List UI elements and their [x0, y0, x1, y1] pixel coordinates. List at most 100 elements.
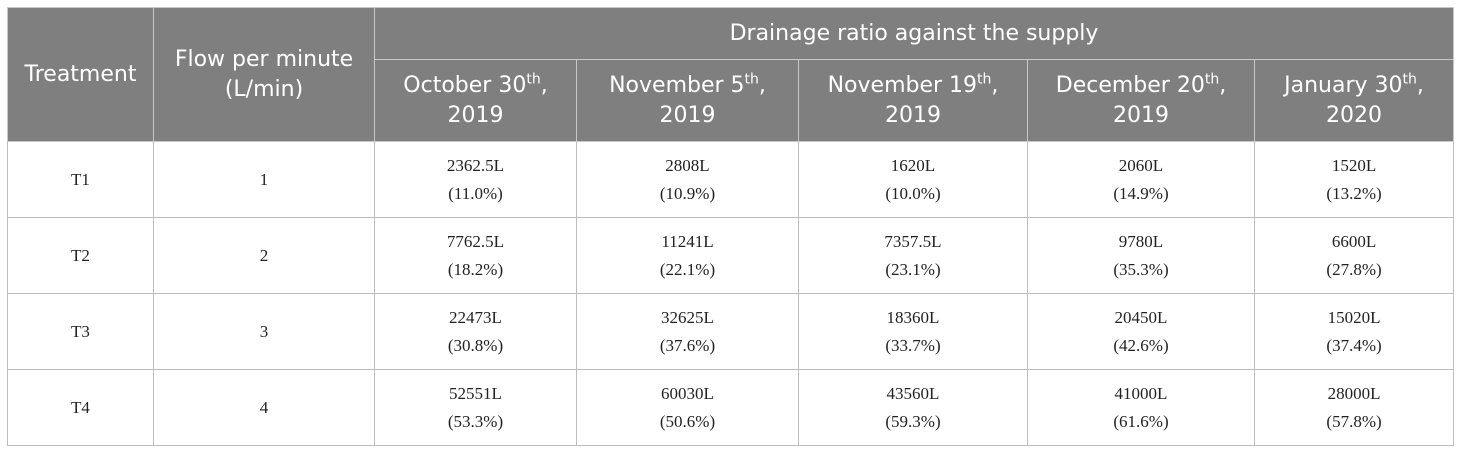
header-date-1: October 30th, 2019: [374, 59, 577, 142]
drainage-cell: 11241L (22.1%): [576, 217, 799, 294]
drainage-cell: 2808L (10.9%): [576, 141, 799, 218]
header-date-5: January 30th, 2020: [1253, 59, 1455, 142]
drainage-ratio: (53.3%): [447, 411, 504, 431]
header-date-suffix: th: [1204, 71, 1220, 88]
drainage-ratio: (61.6%): [1113, 411, 1169, 431]
drainage-volume: 2808L: [665, 155, 710, 175]
drainage-cell: 60030L (50.6%): [576, 369, 799, 446]
drainage-volume: 2362.5L: [446, 155, 505, 175]
drainage-volume: 9780L: [1118, 231, 1164, 251]
drainage-volume: 11241L: [661, 231, 714, 251]
drainage-volume: 1520L: [1331, 155, 1377, 175]
header-flow: Flow per minute (L/min): [153, 7, 375, 142]
header-date-month: January 30: [1284, 72, 1403, 98]
drainage-ratio: (57.8%): [1326, 411, 1382, 431]
drainage-volume: 7762.5L: [446, 231, 505, 251]
header-date-suffix: th: [526, 71, 541, 88]
drainage-volume: 41000L: [1114, 383, 1168, 403]
treatment-cell: T4: [7, 369, 154, 446]
drainage-volume: 15020L: [1327, 307, 1381, 327]
drainage-ratio: (10.9%): [659, 183, 716, 203]
drainage-cell: 6600L (27.8%): [1253, 217, 1455, 294]
drainage-ratio: (10.0%): [885, 183, 941, 203]
drainage-cell: 9780L (35.3%): [1027, 217, 1255, 294]
drainage-ratio: (30.8%): [447, 335, 504, 355]
drainage-volume: 60030L: [661, 383, 714, 403]
table-row: T3 3 22473L (30.8%) 32625L (37.6%) 18360L (33.7…: [7, 293, 1455, 370]
drainage-ratio: (11.0%): [448, 183, 503, 203]
header-date-suffix: th: [977, 71, 992, 88]
drainage-ratio: (22.1%): [659, 259, 716, 279]
drainage-cell: 41000L (61.6%): [1027, 369, 1255, 446]
header-date-month: December 20: [1055, 72, 1205, 98]
header-date-year: , 2019: [885, 72, 999, 128]
header-date-year: , 2019: [659, 72, 766, 128]
table-body: T1 1 2362.5L (11.0%) 2808L (10.9%) 1620L (10.0%…: [7, 141, 1455, 446]
header-date-4: December 20th, 2019: [1027, 59, 1255, 142]
drainage-cell: 7357.5L (23.1%): [798, 217, 1028, 294]
drainage-cell: 2362.5L (11.0%): [374, 141, 577, 218]
treatment-cell: T3: [7, 293, 154, 370]
header-date-3: November 19th, 2019: [798, 59, 1028, 142]
flow-cell: 4: [153, 369, 375, 446]
drainage-volume: 43560L: [886, 383, 940, 403]
drainage-volume: 6600L: [1331, 231, 1377, 251]
drainage-ratio: (33.7%): [885, 335, 941, 355]
drainage-ratio: (37.4%): [1326, 335, 1382, 355]
header-drainage-group: Drainage ratio against the supply: [373, 7, 1455, 60]
drainage-volume: 2060L: [1118, 155, 1164, 175]
drainage-ratio: (35.3%): [1113, 259, 1169, 279]
drainage-table-container: Treatment Flow per minute (L/min) Draina…: [7, 7, 1455, 446]
treatment-cell: T1: [7, 141, 154, 218]
table-row: T2 2 7762.5L (18.2%) 11241L (22.1%) 7357.5L (23…: [7, 217, 1455, 294]
flow-cell: 2: [153, 217, 375, 294]
drainage-ratio: (14.9%): [1113, 183, 1169, 203]
drainage-volume: 18360L: [886, 307, 940, 327]
drainage-table: Treatment Flow per minute (L/min) Draina…: [7, 7, 1455, 446]
header-row-2: October 30th, 2019 November 5th, 2019 Nove…: [8, 59, 1455, 142]
flow-cell: 3: [153, 293, 375, 370]
header-date-month: October 30: [403, 72, 527, 98]
drainage-volume: 1620L: [890, 155, 936, 175]
drainage-volume: 32625L: [661, 307, 714, 327]
drainage-ratio: (59.3%): [885, 411, 941, 431]
drainage-cell: 22473L (30.8%): [374, 293, 577, 370]
drainage-ratio: (50.6%): [659, 411, 716, 431]
drainage-cell: 2060L (14.9%): [1027, 141, 1255, 218]
drainage-cell: 32625L (37.6%): [576, 293, 799, 370]
flow-cell: 1: [153, 141, 375, 218]
drainage-cell: 1620L (10.0%): [798, 141, 1028, 218]
treatment-cell: T2: [7, 217, 154, 294]
drainage-ratio: (37.6%): [659, 335, 716, 355]
drainage-cell: 15020L (37.4%): [1253, 293, 1455, 370]
drainage-volume: 52551L: [449, 383, 502, 403]
table-header: Treatment Flow per minute (L/min) Draina…: [7, 7, 1455, 142]
header-date-2: November 5th, 2019: [576, 59, 799, 142]
drainage-ratio: (42.6%): [1113, 335, 1169, 355]
header-date-month: November 5: [609, 72, 745, 98]
drainage-cell: 28000L (57.8%): [1253, 369, 1455, 446]
drainage-cell: 52551L (53.3%): [374, 369, 577, 446]
header-row-1: Treatment Flow per minute (L/min) Draina…: [7, 7, 1455, 142]
header-date-suffix: th: [1402, 71, 1417, 88]
drainage-ratio: (18.2%): [447, 259, 504, 279]
table-row: T1 1 2362.5L (11.0%) 2808L (10.9%) 1620L (10.0%…: [7, 141, 1455, 218]
drainage-ratio: (13.2%): [1326, 183, 1382, 203]
drainage-ratio: (27.8%): [1326, 259, 1382, 279]
header-date-year: , 2019: [447, 72, 548, 128]
drainage-volume: 20450L: [1114, 307, 1168, 327]
drainage-ratio: (23.1%): [885, 259, 941, 279]
drainage-cell: 18360L (33.7%): [798, 293, 1028, 370]
drainage-volume: 28000L: [1327, 383, 1381, 403]
header-date-year: , 2020: [1326, 72, 1424, 128]
drainage-cell: 7762.5L (18.2%): [374, 217, 577, 294]
drainage-cell: 20450L (42.6%): [1027, 293, 1255, 370]
header-treatment: Treatment: [7, 7, 154, 142]
drainage-cell: 43560L (59.3%): [798, 369, 1028, 446]
header-date-year: , 2019: [1113, 72, 1227, 128]
drainage-volume: 22473L: [449, 307, 502, 327]
header-date-month: November 19: [827, 72, 978, 98]
drainage-volume: 7357.5L: [884, 231, 942, 251]
drainage-cell: 1520L (13.2%): [1253, 141, 1455, 218]
header-date-suffix: th: [744, 71, 759, 88]
